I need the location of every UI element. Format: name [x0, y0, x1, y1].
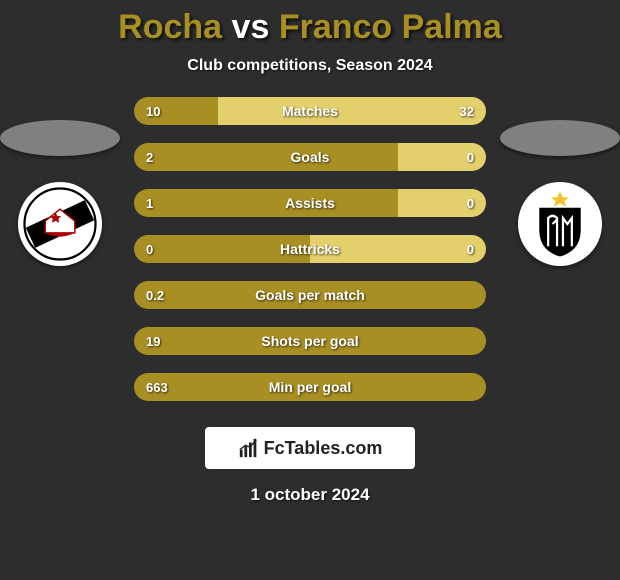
comparison-title: Rocha vs Franco Palma — [0, 0, 620, 47]
stat-row: 19Shots per goal — [134, 327, 486, 355]
stat-label: Min per goal — [134, 379, 486, 395]
title-player1: Rocha — [118, 8, 222, 46]
player-column-left — [0, 120, 120, 266]
stat-row: 1Assists0 — [134, 189, 486, 217]
stat-row: 0.2Goals per match — [134, 281, 486, 309]
title-player2: Franco Palma — [279, 8, 502, 46]
branding-text: FcTables.com — [264, 438, 383, 459]
stat-row: 2Goals0 — [134, 143, 486, 171]
player-photo-placeholder-left — [0, 120, 120, 156]
player-column-right — [500, 120, 620, 266]
atletico-mg-badge-icon — [523, 187, 597, 261]
stat-label: Matches — [134, 103, 486, 119]
player-photo-placeholder-right — [500, 120, 620, 156]
stat-row: 0Hattricks0 — [134, 235, 486, 263]
chart-bars-icon — [238, 437, 260, 459]
subtitle: Club competitions, Season 2024 — [0, 57, 620, 75]
branding-box: FcTables.com — [205, 427, 415, 469]
stat-row: 663Min per goal — [134, 373, 486, 401]
club-badge-right — [518, 182, 602, 266]
date-text: 1 october 2024 — [0, 485, 620, 505]
stat-label: Goals per match — [134, 287, 486, 303]
stat-label: Hattricks — [134, 241, 486, 257]
stat-row: 10Matches32 — [134, 97, 486, 125]
club-badge-left — [18, 182, 102, 266]
stat-label: Assists — [134, 195, 486, 211]
stats-bars: 10Matches32 2Goals0 1Assists0 0Hattricks0 0.… — [134, 97, 486, 401]
vasco-badge-icon — [23, 187, 97, 261]
stat-label: Goals — [134, 149, 486, 165]
stat-label: Shots per goal — [134, 333, 486, 349]
title-vs: vs — [232, 8, 270, 46]
